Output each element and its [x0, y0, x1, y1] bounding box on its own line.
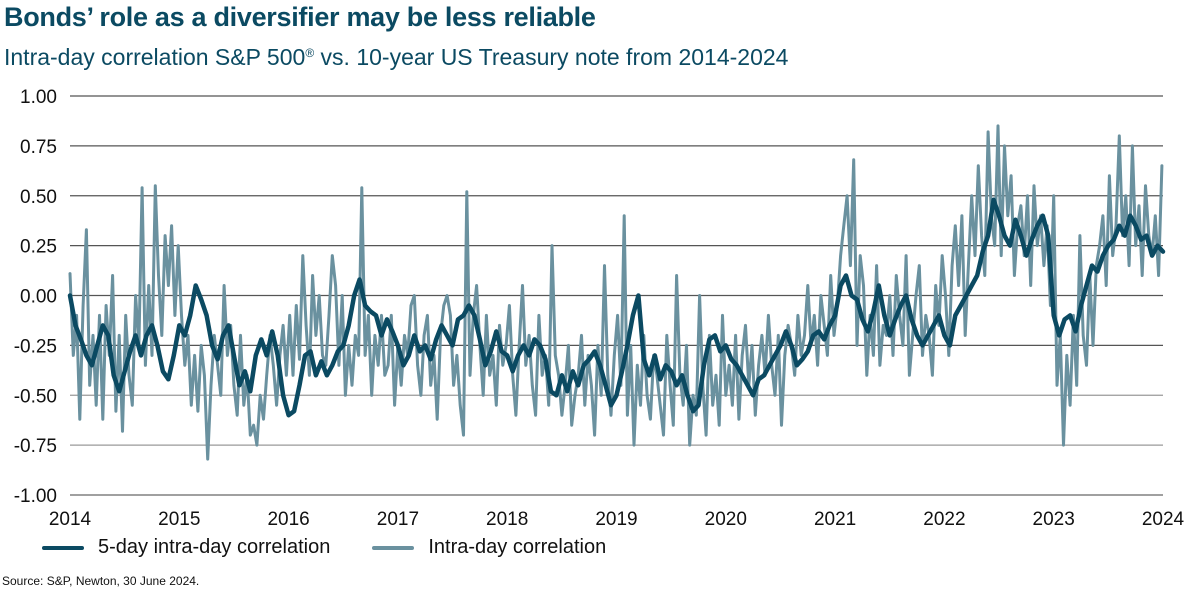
legend: 5-day intra-day correlation Intra-day co…: [42, 536, 648, 559]
x-axis-ticks: 2014 2015 2016 2017 2018 2019 2020 2021 2022 2023…: [49, 509, 1185, 530]
series-group: [67, 124, 1166, 461]
gridlines: [70, 95, 1163, 496]
registered-mark: ®: [305, 46, 315, 60]
y-tick-label: -0.75: [14, 436, 57, 457]
y-tick-label: 0.25: [20, 237, 57, 258]
subtitle-prefix: Intra-day correlation S&P 500: [4, 44, 306, 70]
x-tick-label: 2018: [486, 509, 528, 530]
y-tick-label: -0.50: [14, 386, 57, 407]
x-tick-label: 2021: [814, 509, 856, 530]
y-tick-label: 0.50: [20, 187, 57, 208]
y-axis-ticks: 1.00 0.75 0.50 0.25 0.00 -0.25 -0.50 -0.75 -1.00: [14, 87, 57, 507]
legend-label-5day: 5-day intra-day correlation: [98, 536, 331, 558]
y-tick-label: 0.75: [20, 137, 57, 158]
legend-swatch-intraday: [372, 545, 415, 550]
subtitle-suffix: vs. 10-year US Treasury note from 2014-2…: [314, 44, 789, 70]
x-tick-label: 2017: [377, 509, 419, 530]
x-tick-label: 2016: [267, 509, 309, 530]
legend-swatch-5day: [42, 545, 84, 550]
x-tick-label: 2020: [705, 509, 747, 530]
x-tick-label: 2019: [595, 509, 637, 530]
y-tick-label: -1.00: [14, 486, 57, 507]
legend-item-intraday: Intra-day correlation: [372, 536, 606, 559]
x-tick-label: 2014: [49, 509, 92, 530]
y-tick-label: 1.00: [20, 87, 57, 108]
x-tick-label: 2015: [158, 509, 200, 530]
x-tick-label: 2022: [923, 509, 965, 530]
series-intraday-line: [68, 124, 1164, 461]
legend-item-5day: 5-day intra-day correlation: [42, 536, 330, 559]
y-tick-label: -0.25: [14, 336, 57, 357]
series-5day-line: [67, 197, 1166, 418]
legend-label-intraday: Intra-day correlation: [428, 536, 607, 558]
source-note: Source: S&P, Newton, 30 June 2024.: [2, 574, 200, 588]
chart-subtitle: Intra-day correlation S&P 500® vs. 10-ye…: [4, 44, 788, 71]
chart-title: Bonds’ role as a diversifier may be less…: [4, 2, 596, 32]
y-tick-label: 0.00: [20, 287, 57, 308]
x-tick-label: 2023: [1033, 509, 1075, 530]
x-tick-label: 2024: [1142, 509, 1185, 530]
